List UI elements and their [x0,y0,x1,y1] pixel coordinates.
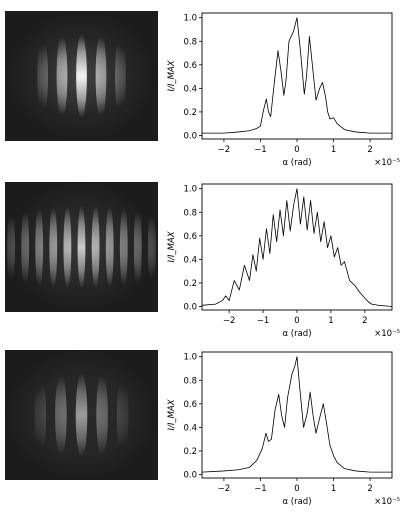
intensity-series-line [202,17,392,134]
fringe-stripe [49,205,58,289]
x-tick-label: 2 [362,316,367,326]
fringe-stripe [116,373,129,457]
fringe-image-svg [5,11,158,141]
intensity-series-line [201,188,393,307]
plot-frame [201,183,393,311]
x-tick-label: 0 [294,316,299,326]
y-tick-label: 0.2 [183,279,197,289]
y-tick-label: 0.4 [183,255,197,265]
y-axis-label: I/I_MAX [167,60,177,91]
fringe-stripe [119,205,128,289]
x-tick-label: −1 [254,145,267,155]
fringe-stripes [34,373,129,457]
fringe-stripe [95,34,107,118]
panel-row-2: 0.0 0.2 0.4 0.6 0.8 1.0 −2 −1 0 1 2 I/I_MAX α (rad) ×… [0,182,403,350]
fringe-stripes [7,205,156,289]
fringe-image [5,11,158,141]
x-scale-label: ×10⁻⁵ [374,329,400,339]
y-tick-label: 0.4 [183,84,197,94]
y-tick-label: 0.6 [183,61,197,71]
fringe-image-svg [5,182,158,312]
y-tick-label: 0.0 [183,470,197,480]
y-tick-label: 0.2 [183,108,197,118]
x-tick-label: 0 [294,484,299,494]
intensity-plot: 0.0 0.2 0.4 0.6 0.8 1.0 −2 −1 0 1 2 I/I_MAX α (rad) ×… [160,11,403,179]
fringe-stripe [105,205,114,289]
plot-frame [201,12,393,140]
x-tick-label: 2 [367,484,372,494]
y-tick-label: 1.0 [183,353,197,363]
fringe-stripe [76,34,87,118]
y-axis-label: I/I_MAX [167,231,177,262]
fringe-stripes [37,34,126,118]
y-tick-label: 0.6 [183,232,197,242]
x-tick-label: −2 [218,145,231,155]
fringe-stripe [56,34,68,118]
x-axis-label: α (rad) [282,329,311,339]
fringe-stripe [34,373,47,457]
x-tick-label: 1 [331,145,336,155]
fringe-image [5,350,158,480]
fringe-stripe [148,205,156,289]
intensity-plot-svg: 0.0 0.2 0.4 0.6 0.8 1.0 −2 −1 0 1 2 I/I_MAX α (rad) ×… [167,12,400,168]
fringe-stripe [21,205,30,289]
intensity-plot: 0.0 0.2 0.4 0.6 0.8 1.0 −2 −1 0 1 2 I/I_MAX α (rad) ×… [160,350,403,518]
x-tick-label: −1 [254,484,267,494]
fringe-stripe [96,373,108,457]
y-tick-label: 0.8 [183,37,197,47]
fringe-image-svg [5,350,158,480]
fringe-stripe [55,373,67,457]
x-tick-label: −1 [257,316,270,326]
x-axis-label: α (rad) [282,497,311,507]
fringe-stripe [37,34,48,118]
x-tick-label: 1 [328,316,333,326]
x-tick-label: 2 [367,145,372,155]
fringe-stripe [7,205,15,289]
y-tick-label: 1.0 [183,185,197,195]
intensity-plot-svg: 0.0 0.2 0.4 0.6 0.8 1.0 −2 −1 0 1 2 I/I_MAX α (rad) ×… [167,183,400,339]
panel-row-3: 0.0 0.2 0.4 0.6 0.8 1.0 −2 −1 0 1 2 I/I_MAX α (rad) ×… [0,350,403,518]
y-tick-label: 0.6 [183,400,197,410]
x-tick-label: 0 [294,145,299,155]
y-tick-label: 0.2 [183,447,197,457]
y-tick-label: 0.0 [183,302,197,312]
intensity-series-line [201,356,392,473]
intensity-plot-svg: 0.0 0.2 0.4 0.6 0.8 1.0 −2 −1 0 1 2 I/I_MAX α (rad) ×… [167,351,400,507]
fringe-stripe [75,373,88,457]
x-tick-label: −2 [223,316,236,326]
fringe-image [5,182,158,312]
y-tick-label: 0.4 [183,423,197,433]
intensity-plot: 0.0 0.2 0.4 0.6 0.8 1.0 −2 −1 0 1 2 I/I_MAX α (rad) ×… [160,182,403,350]
fringe-stripe [133,205,142,289]
x-scale-label: ×10⁻⁵ [374,158,400,168]
fringe-stripe [77,205,86,289]
x-scale-label: ×10⁻⁵ [374,497,400,507]
y-tick-label: 1.0 [183,14,197,24]
panel-row-1: 0.0 0.2 0.4 0.6 0.8 1.0 −2 −1 0 1 2 I/I_MAX α (rad) ×… [0,11,403,179]
y-tick-label: 0.8 [183,376,197,386]
y-tick-label: 0.0 [183,131,197,141]
fringe-stripe [91,205,100,289]
fringe-stripe [63,205,72,289]
x-axis-label: α (rad) [282,158,311,168]
x-tick-label: 1 [331,484,336,494]
plot-frame [201,351,393,479]
fringe-stripe [35,205,44,289]
x-tick-label: −2 [218,484,231,494]
fringe-stripe [115,34,126,118]
y-tick-label: 0.8 [183,208,197,218]
y-axis-label: I/I_MAX [167,399,177,430]
